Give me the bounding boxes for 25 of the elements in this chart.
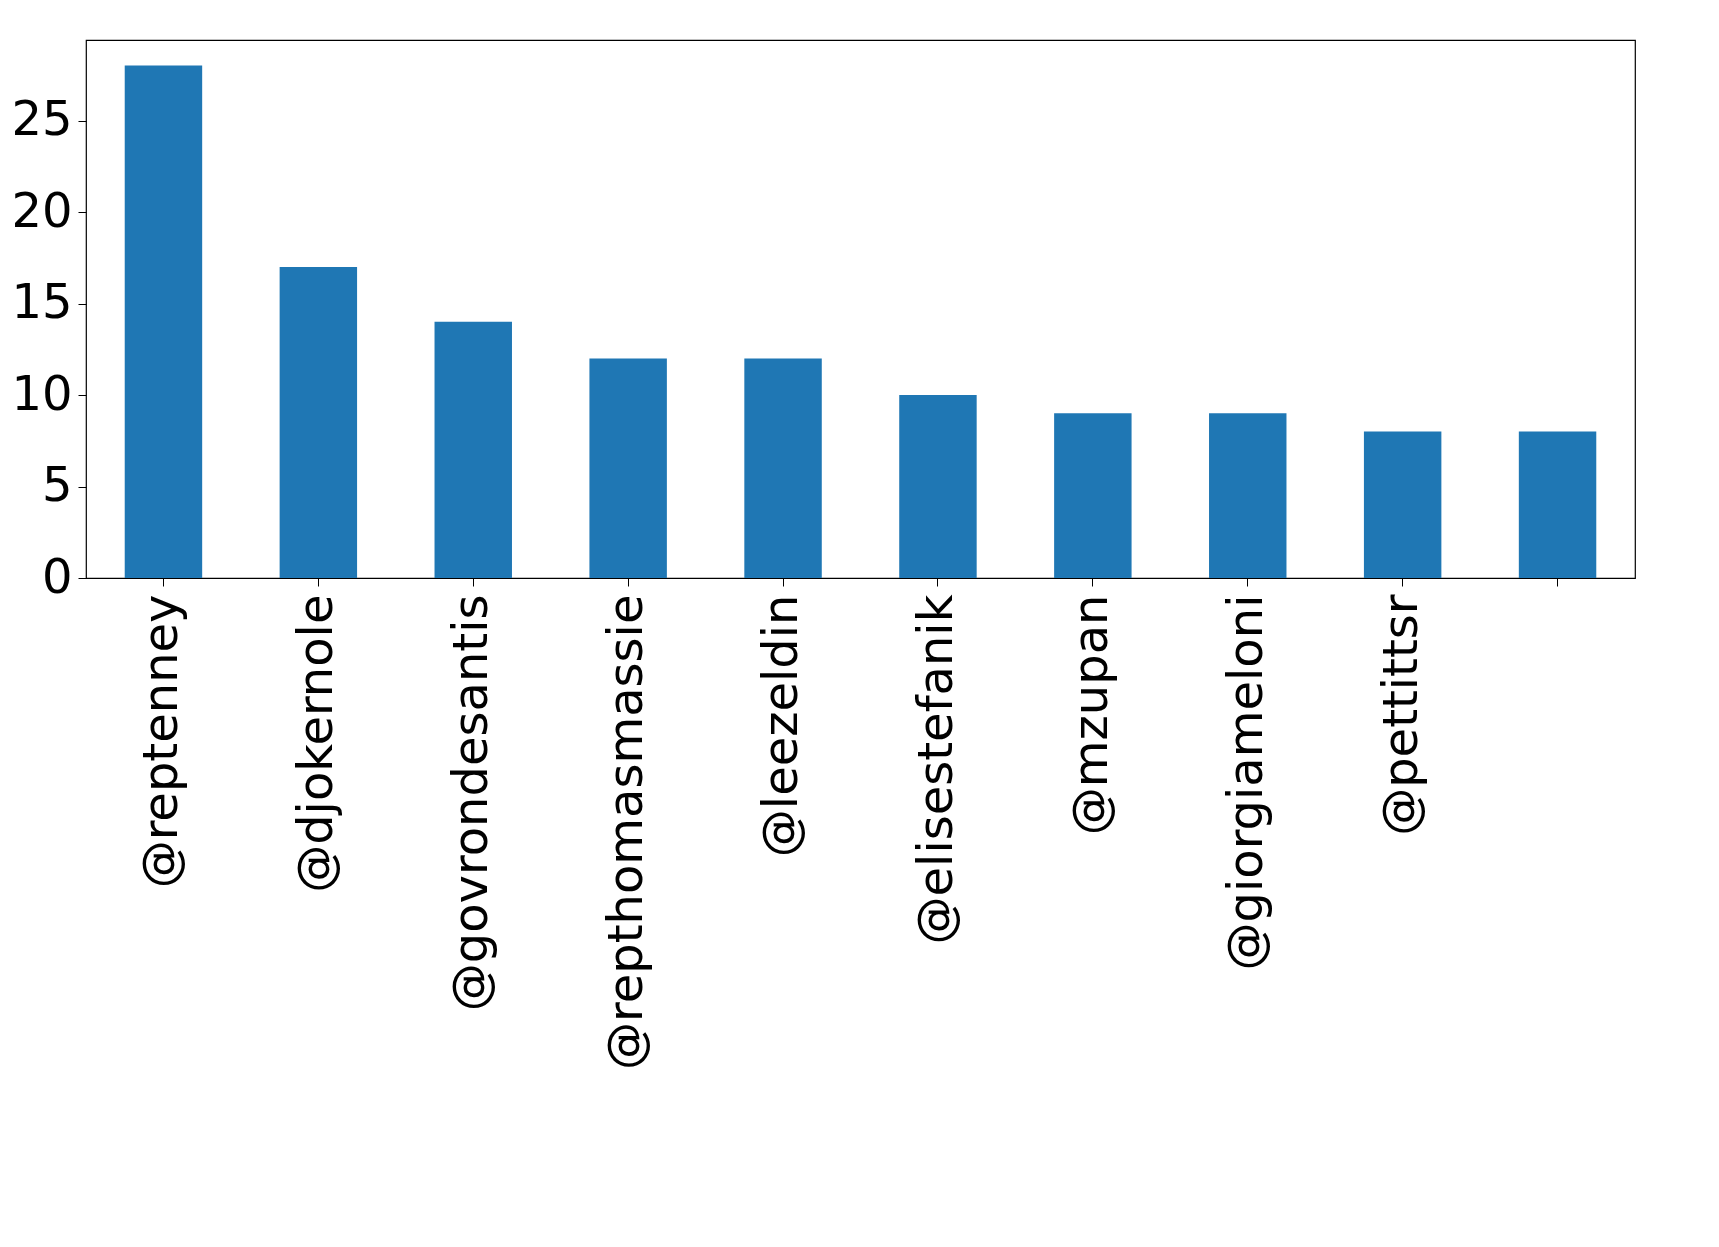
x-tick-label: @elisestefanik <box>906 594 963 945</box>
bar <box>744 358 822 578</box>
y-tick-label: 0 <box>41 547 73 604</box>
bar <box>899 395 977 578</box>
bar <box>279 266 358 578</box>
x-tick-label: @repthomasmassie <box>597 594 654 1071</box>
x-tick-label: @leezeldin <box>752 594 809 858</box>
x-tick-label: @djokernole <box>287 594 344 893</box>
x-tick-label: @giorgiameloni <box>1216 594 1273 971</box>
x-tick-label: @mzupan <box>1061 594 1118 836</box>
bar <box>1363 431 1442 578</box>
bar <box>124 65 203 578</box>
y-tick-label: 5 <box>41 456 73 512</box>
bar <box>1054 413 1132 578</box>
bar <box>1518 431 1597 578</box>
x-tick-label: @pettittsr <box>1371 594 1428 836</box>
y-tick-label: 20 <box>11 181 73 238</box>
y-tick-label: 25 <box>11 90 73 147</box>
y-tick-label: 15 <box>11 273 73 330</box>
bar <box>434 321 512 578</box>
x-tick-label: @reptenney <box>132 594 189 889</box>
x-tick-label: @govrondesantis <box>442 594 499 1012</box>
y-tick-label: 10 <box>11 364 73 421</box>
bar <box>589 358 667 578</box>
bar <box>1209 413 1287 578</box>
